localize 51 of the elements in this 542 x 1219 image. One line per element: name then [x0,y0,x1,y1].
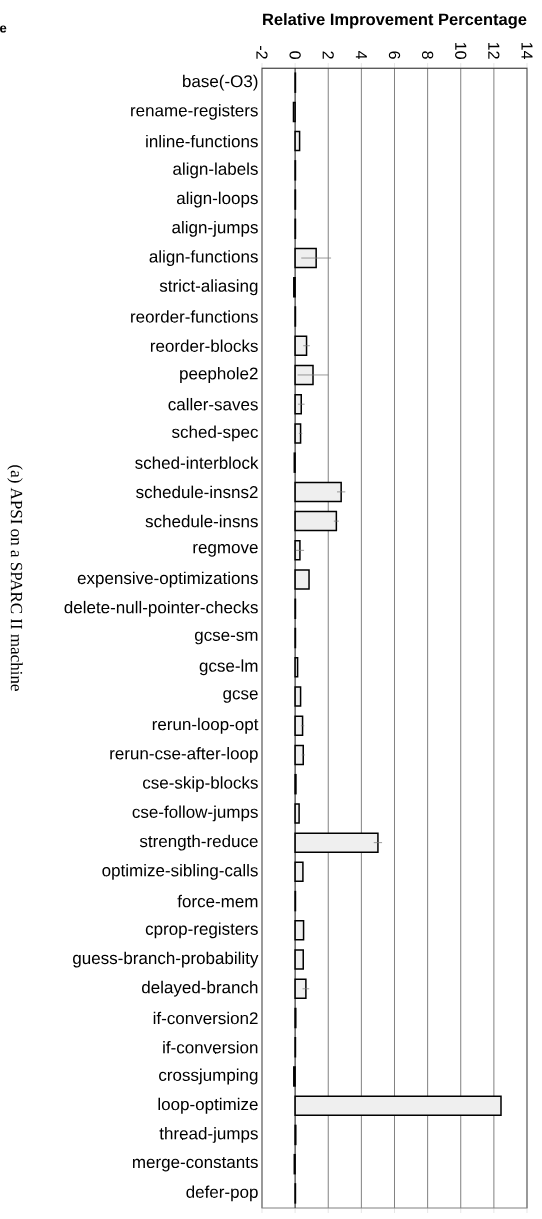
y-tick-label: align-functions [149,250,258,266]
y-tick-label: if-conversion2 [153,1011,258,1025]
x-tick-label: -2 [256,45,268,59]
y-tick-label: if-conversion [163,1041,258,1054]
y-tick-label: expensive-optimizations [77,571,258,588]
y-tick-label: gcse-lm [199,659,258,676]
text: (a) APSI on a SPARC II machine [7,465,23,691]
y-tick-label: strict-aliasing [159,279,258,296]
x-tick-label: 8 [421,51,434,59]
x-tick-label: 12 [488,42,500,59]
y-tick-label: peephole2 [180,367,258,383]
x-tick-label: 6 [388,51,401,59]
y-tick-label: loop-optimize [158,1097,258,1114]
y-tick-label: delayed-branch [142,980,258,997]
y-tick-label: regmove [193,544,258,557]
y-tick-label: guess-branch-probability [73,951,259,968]
y-tick-label: cse-skip-blocks [142,776,258,793]
y-tick-label: gcse [223,690,258,703]
y-tick-label: delete-null-pointer-checks [64,600,258,617]
y-tick-label: schedule-insns [145,514,258,528]
y-tick-label: rename-registers [131,103,258,120]
y-tick-label: crossjumping [159,1068,258,1085]
y-tick-label: cse-follow-jumps [132,805,258,822]
y-tick-label: rerun-loop-opt [152,717,259,734]
y-tick-label: defer-pop [186,1185,258,1202]
x-tick-label: 14 [521,42,533,60]
y-tick-label: cprop-registers [145,922,258,939]
y-tick-label: schedule-insns2 [136,485,258,499]
y-tick-label: thread-jumps [159,1127,258,1143]
y-tick-label: sched-spec [172,425,258,442]
y-tick-label: align-jumps [172,220,258,237]
y-tick-label: merge-constants [132,1156,258,1172]
y-tick-label: base(-O3) [183,74,258,91]
y-tick-label: strength-reduce [139,834,258,851]
y-tick-label: optimize-sibling-calls [102,863,258,880]
x-tick-label: 4 [355,50,367,60]
x-tick-label: 0 [289,51,301,59]
y-tick-label: rerun-cse-after-loop [110,747,258,763]
y-tick-label: gcse-sm [194,631,258,645]
x-axis-title: Relative Improvement Percentage [263,13,527,29]
y-tick-label: align-labels [173,162,258,179]
y-tick-label: inline-functions [146,134,258,148]
y-tick-label: sched-interblock [135,456,259,469]
y-tick-label: reorder-functions [131,310,258,323]
x-tick-label: 10 [455,42,467,59]
y-tick-label: force-mem [177,894,258,908]
y-tick-label: reorder-blocks [150,339,258,352]
y-tick-label: caller-saves [168,397,258,411]
x-tick-label: 2 [322,51,334,59]
text: e [0,25,7,33]
y-tick-label: align-loops [176,191,258,208]
